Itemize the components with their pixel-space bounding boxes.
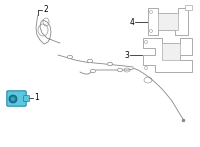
Circle shape	[144, 41, 148, 44]
Polygon shape	[162, 43, 180, 60]
Ellipse shape	[68, 55, 73, 59]
Text: 4: 4	[129, 17, 134, 26]
Circle shape	[144, 66, 148, 70]
Ellipse shape	[91, 69, 96, 73]
Ellipse shape	[118, 68, 122, 72]
Polygon shape	[148, 8, 188, 35]
FancyBboxPatch shape	[24, 96, 29, 101]
Polygon shape	[158, 13, 178, 30]
Circle shape	[11, 97, 15, 101]
Text: 2: 2	[43, 5, 48, 14]
Circle shape	[150, 30, 153, 32]
Ellipse shape	[88, 59, 93, 63]
Circle shape	[9, 95, 17, 103]
Polygon shape	[185, 5, 192, 10]
Circle shape	[150, 10, 153, 14]
Polygon shape	[143, 38, 192, 72]
Text: 3: 3	[124, 51, 129, 60]
FancyBboxPatch shape	[7, 91, 26, 106]
Ellipse shape	[108, 62, 113, 66]
Text: 1: 1	[34, 93, 39, 102]
